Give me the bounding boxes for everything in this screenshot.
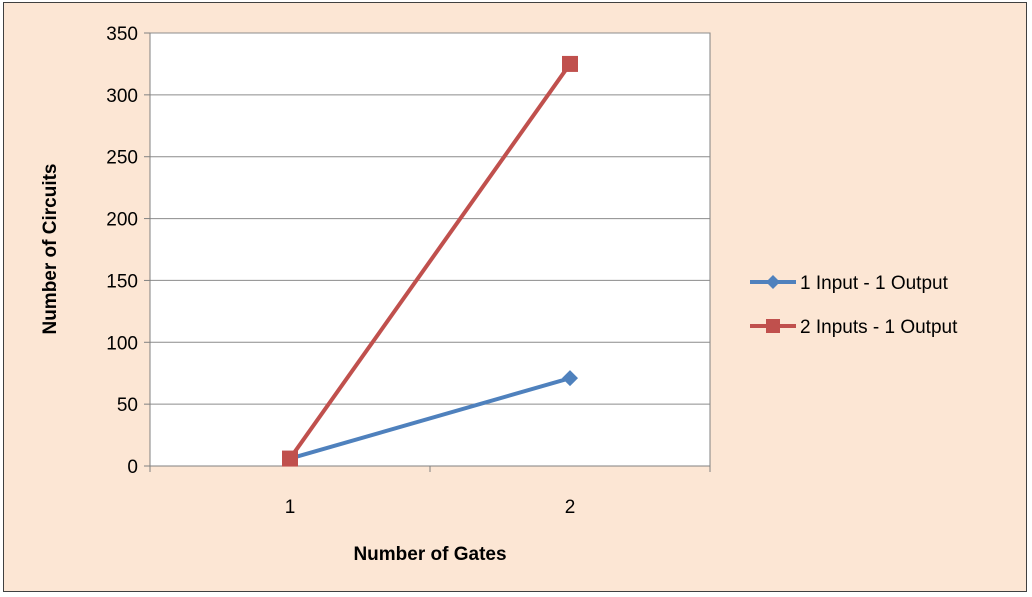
y-axis-ticks: 0 50 100 150 200 250 300 350 [106,24,150,478]
y-tick-label: 50 [117,395,138,416]
y-tick-label: 150 [106,271,138,292]
series-layer [282,55,578,467]
legend-item: 1 Input - 1 Output [750,273,949,294]
y-tick-label: 350 [106,24,138,45]
y-tick-label: 0 [127,457,138,478]
legend-item: 2 Inputs - 1 Output [750,317,958,338]
legend: 1 Input - 1 Output 2 Inputs - 1 Output [750,273,958,338]
x-axis-title: Number of Gates [353,544,506,565]
series-line [289,376,571,461]
series-group [282,55,578,467]
gridlines [150,32,710,405]
data-point-square [282,450,298,467]
legend-label: 1 Input - 1 Output [800,273,949,294]
data-point-square [562,55,578,72]
y-tick-label: 100 [106,333,138,354]
x-tick-label: 2 [565,497,576,518]
x-tick-label: 1 [285,497,296,518]
series-line [288,62,572,460]
data-point-square [766,319,780,333]
y-tick-label: 200 [106,210,138,231]
legend-label: 2 Inputs - 1 Output [800,317,958,338]
data-point-diamond [766,275,780,289]
y-tick-label: 300 [106,86,138,107]
y-tick-label: 250 [106,148,138,169]
data-point-diamond [562,370,578,387]
y-axis-title: Number of Circuits [40,163,61,334]
plot-area [149,32,711,467]
